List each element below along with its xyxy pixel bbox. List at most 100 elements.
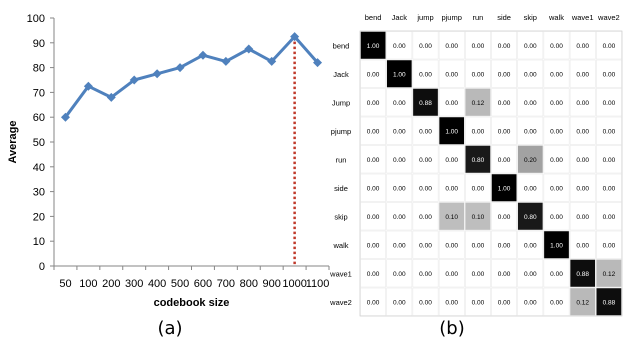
cell-value: 1.00 bbox=[550, 242, 563, 249]
matrix-cell bbox=[491, 230, 517, 259]
matrix-cell bbox=[386, 88, 413, 117]
matrix-cell bbox=[412, 88, 439, 117]
matrix-cell bbox=[491, 31, 517, 60]
column-header: side bbox=[497, 13, 511, 22]
matrix-cell bbox=[438, 116, 465, 145]
cell-value: 0.00 bbox=[550, 128, 563, 135]
matrix-cell bbox=[543, 230, 570, 259]
matrix-cell bbox=[517, 116, 544, 145]
matrix-cell bbox=[569, 88, 596, 117]
cell-value: 0.00 bbox=[498, 157, 511, 164]
data-point-marker bbox=[83, 81, 93, 91]
cell-value: 0.00 bbox=[472, 271, 485, 278]
cell-value: 0.00 bbox=[524, 271, 537, 278]
matrix-cell bbox=[596, 259, 622, 288]
matrix-cell bbox=[360, 59, 386, 88]
matrix-cell bbox=[438, 202, 465, 231]
cell-value: 0.00 bbox=[393, 43, 406, 50]
data-point-marker bbox=[106, 92, 116, 102]
cell-value: 0.00 bbox=[367, 100, 380, 107]
cell-value: 0.00 bbox=[603, 214, 616, 221]
cell-value: 0.00 bbox=[498, 128, 511, 135]
cell-value: 0.00 bbox=[550, 214, 563, 221]
matrix-cell bbox=[596, 116, 622, 145]
cell-value: 0.00 bbox=[472, 43, 485, 50]
matrix-cell bbox=[412, 116, 439, 145]
row-header: wave2 bbox=[329, 298, 352, 307]
cell-value: 0.00 bbox=[419, 214, 432, 221]
row-header: Jack bbox=[333, 70, 349, 79]
matrix-cell bbox=[569, 173, 596, 202]
data-point-marker bbox=[290, 32, 300, 42]
row-header: skip bbox=[334, 212, 347, 221]
matrix-cell bbox=[517, 230, 544, 259]
cell-value: 0.80 bbox=[524, 214, 537, 221]
column-header: skip bbox=[524, 13, 537, 22]
matrix-cell bbox=[543, 59, 570, 88]
cell-value: 0.00 bbox=[524, 185, 537, 192]
cell-value: 0.00 bbox=[472, 242, 485, 249]
cell-value: 0.00 bbox=[419, 71, 432, 78]
x-tick-label: 700 bbox=[217, 278, 235, 290]
cell-value: 0.00 bbox=[550, 100, 563, 107]
matrix-cell bbox=[491, 287, 517, 316]
column-header: wave1 bbox=[571, 13, 594, 22]
cell-value: 0.00 bbox=[603, 100, 616, 107]
confusion-matrix: bend Jack jump pjump run side skip walk wave1 wav… bbox=[329, 13, 623, 317]
x-tick-label: 600 bbox=[194, 278, 212, 290]
data-point-marker bbox=[244, 44, 254, 54]
cell-value: 0.00 bbox=[576, 128, 589, 135]
matrix-cell bbox=[596, 287, 622, 316]
cell-value: 0.00 bbox=[524, 299, 537, 306]
matrix-cell bbox=[569, 145, 596, 174]
cell-value: 0.12 bbox=[472, 100, 485, 107]
data-point-marker bbox=[313, 58, 323, 68]
matrix-cell bbox=[596, 31, 622, 60]
cell-value: 0.00 bbox=[393, 128, 406, 135]
matrix-cell bbox=[517, 202, 544, 231]
matrix-cell bbox=[438, 287, 465, 316]
column-header: run bbox=[472, 13, 483, 22]
y-tick-label: 10 bbox=[33, 236, 45, 248]
cell-value: 0.00 bbox=[576, 71, 589, 78]
cell-value: 0.00 bbox=[498, 242, 511, 249]
column-header: wave2 bbox=[597, 13, 620, 22]
cell-value: 0.00 bbox=[393, 242, 406, 249]
cell-value: 0.00 bbox=[472, 299, 485, 306]
matrix-cell bbox=[438, 230, 465, 259]
matrix-cell bbox=[517, 88, 544, 117]
matrix-cell bbox=[438, 145, 465, 174]
cell-value: 0.00 bbox=[550, 299, 563, 306]
cell-value: 0.00 bbox=[367, 128, 380, 135]
cell-value: 0.00 bbox=[576, 185, 589, 192]
matrix-cell bbox=[360, 31, 386, 60]
matrix-cell bbox=[569, 31, 596, 60]
cell-value: 0.00 bbox=[550, 43, 563, 50]
cell-value: 0.88 bbox=[419, 100, 432, 107]
cell-value: 1.00 bbox=[393, 71, 406, 78]
cell-value: 0.00 bbox=[445, 100, 458, 107]
cell-value: 0.00 bbox=[367, 242, 380, 249]
column-header: bend bbox=[365, 13, 382, 22]
matrix-cell bbox=[465, 145, 491, 174]
column-header: pjump bbox=[441, 13, 461, 22]
cell-value: 0.00 bbox=[419, 242, 432, 249]
matrix-cell bbox=[491, 59, 517, 88]
matrix-cell bbox=[517, 145, 544, 174]
cell-value: 0.00 bbox=[445, 271, 458, 278]
cell-value: 0.00 bbox=[524, 71, 537, 78]
cell-value: 0.00 bbox=[367, 157, 380, 164]
y-tick-label: 50 bbox=[33, 137, 45, 149]
cell-value: 0.00 bbox=[419, 271, 432, 278]
cell-value: 1.00 bbox=[498, 185, 511, 192]
cell-value: 0.00 bbox=[367, 71, 380, 78]
data-point-marker bbox=[129, 75, 139, 85]
cell-value: 0.00 bbox=[550, 157, 563, 164]
matrix-cell bbox=[569, 230, 596, 259]
matrix-cell bbox=[360, 88, 386, 117]
cell-value: 0.00 bbox=[393, 100, 406, 107]
cell-value: 0.00 bbox=[367, 185, 380, 192]
cell-value: 0.00 bbox=[603, 71, 616, 78]
cell-value: 0.00 bbox=[393, 214, 406, 221]
